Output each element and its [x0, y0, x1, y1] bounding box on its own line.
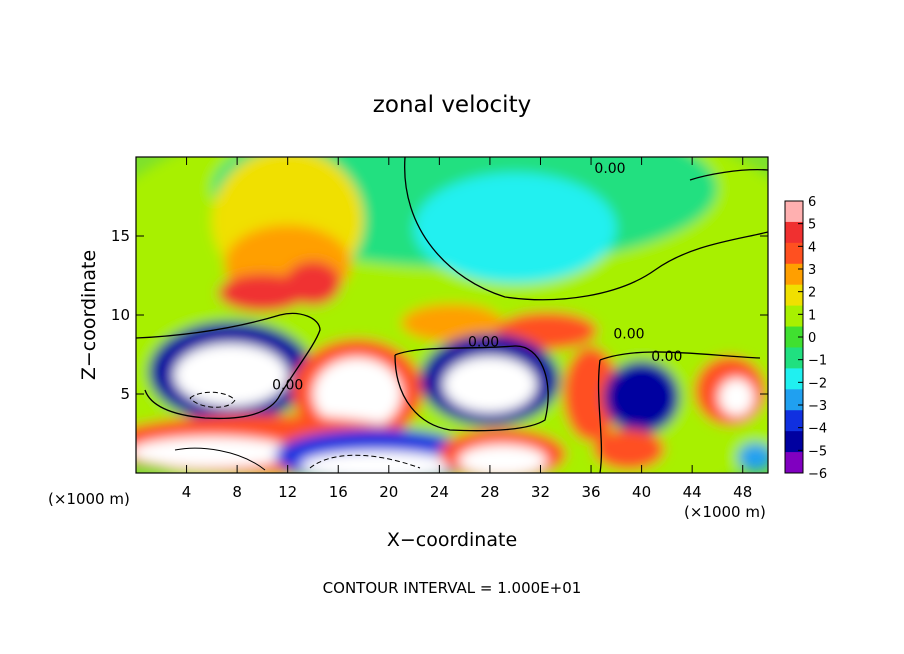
y-tick-label: 10 — [111, 306, 130, 324]
zero-contour-upper — [404, 157, 768, 301]
field-region — [173, 343, 288, 407]
colorbar-swatch — [785, 347, 803, 369]
field-region — [218, 273, 307, 312]
field-region — [443, 356, 537, 413]
contour-label: 0.00 — [468, 335, 499, 351]
colorbar-swatch — [785, 452, 803, 474]
dashed-contour-bottom — [309, 454, 421, 469]
field-region — [285, 261, 341, 306]
field-region — [312, 357, 402, 431]
colorbar-tick-label: −3 — [808, 399, 827, 414]
colorbar-tick-label: 3 — [808, 263, 816, 278]
zero-contour-right — [597, 351, 761, 473]
colorbar-tick-label: −4 — [808, 422, 827, 437]
field-region — [603, 360, 680, 434]
colorbar-swatch — [785, 368, 803, 390]
zero-contour-lower-left — [136, 312, 321, 420]
field-region — [458, 444, 547, 473]
x-tick-label: 12 — [278, 483, 297, 501]
field-region — [401, 303, 503, 342]
colorbar-tick-label: 6 — [808, 195, 816, 210]
colorbar-tick-label: −6 — [808, 467, 827, 482]
x-tick-label: 8 — [232, 483, 242, 501]
x-tick-label: 44 — [683, 483, 702, 501]
colorbar-swatch — [785, 305, 803, 328]
colorbar-tick-label: 1 — [808, 308, 816, 323]
colorbar-swatch — [785, 410, 803, 432]
filled-contours — [136, 157, 768, 473]
colorbar-tick-label: 5 — [808, 218, 816, 233]
x-tick-label: 16 — [329, 483, 348, 501]
x-tick-label: 20 — [379, 483, 398, 501]
y-axis-label: Z−coordinate — [78, 250, 100, 380]
colorbar-tick-label: −1 — [808, 354, 827, 369]
field-region — [737, 442, 768, 472]
field-region — [593, 428, 665, 470]
x-unit-label-right: (×1000 m) — [684, 503, 766, 521]
colorbar-swatch — [785, 431, 803, 453]
x-tick-label: 32 — [531, 483, 550, 501]
colorbar-tick-label: 2 — [808, 286, 816, 301]
field-region — [300, 450, 452, 473]
colorbar-swatch — [785, 221, 803, 244]
contour-label: 0.00 — [594, 161, 625, 177]
zero-contour-lines — [136, 157, 768, 473]
y-axis: 5 10 15 — [111, 227, 768, 403]
x-unit-label-left: (×1000 m) — [48, 490, 130, 508]
x-axis: 4 8 12 16 20 24 28 32 36 40 44 48 — [182, 157, 752, 501]
contour-label: 0.00 — [651, 349, 682, 365]
x-axis-label: X−coordinate — [387, 529, 517, 551]
x-tick-label: 24 — [430, 483, 449, 501]
field-region — [563, 346, 619, 442]
colorbar: 6 5 4 3 2 1 0 −1 −2 −3 −4 −5 −6 — [784, 195, 827, 482]
zero-contour-top-right — [689, 169, 768, 181]
x-tick-label: 28 — [480, 483, 499, 501]
field-region — [414, 172, 617, 284]
y-tick-label: 5 — [120, 385, 130, 403]
x-tick-label: 40 — [632, 483, 651, 501]
thin-contour-bottom-left — [174, 447, 266, 471]
colorbar-swatch — [785, 326, 803, 348]
chart-title: zonal velocity — [373, 92, 531, 118]
colorbar-tick-label: 4 — [808, 240, 816, 255]
contour-labels: 0.00 0.00 0.00 0.00 0.00 — [272, 161, 682, 393]
colorbar-tick-label: −5 — [808, 444, 827, 459]
colorbar-swatch — [785, 284, 803, 307]
colorbar-tick-label: 0 — [808, 331, 816, 346]
colorbar-swatch — [785, 201, 803, 223]
colorbar-swatch — [785, 263, 803, 286]
x-tick-label: 36 — [581, 483, 600, 501]
dashed-contour-left — [189, 391, 236, 408]
x-tick-label: 4 — [182, 483, 192, 501]
zero-contour-middle — [394, 345, 549, 432]
contour-label: 0.00 — [613, 327, 644, 343]
contour-interval-note: CONTOUR INTERVAL = 1.000E+01 — [323, 579, 582, 597]
colorbar-swatch — [785, 242, 803, 265]
colorbar-tick-label: −2 — [808, 376, 827, 391]
contour-label: 0.00 — [272, 377, 303, 393]
x-tick-label: 48 — [733, 483, 752, 501]
colorbar-swatch — [785, 389, 803, 411]
y-tick-label: 15 — [111, 227, 130, 245]
field-region — [136, 436, 294, 469]
plot-area: 0.00 0.00 0.00 0.00 0.00 — [136, 157, 768, 473]
field-region — [718, 378, 755, 417]
